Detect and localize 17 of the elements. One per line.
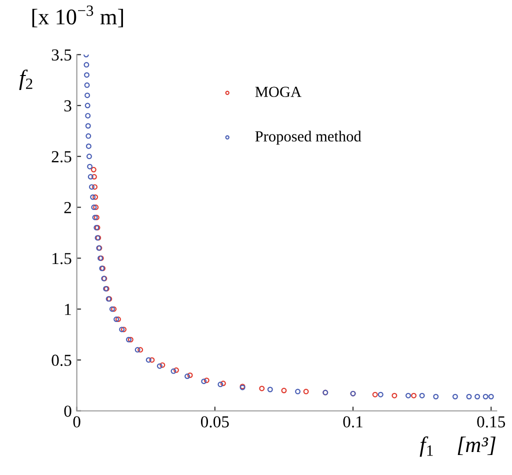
legend-label: Proposed method bbox=[255, 130, 362, 145]
y-axis-title: f$_{2}$ bbox=[19, 70, 32, 90]
x-tick-label: 0.1 bbox=[343, 416, 362, 428]
y-tick-label: 1.5 bbox=[52, 252, 72, 264]
y-tick-label: 0 bbox=[64, 406, 72, 417]
y-tick-label: 2.5 bbox=[52, 151, 72, 162]
y-tick-label: 2 bbox=[64, 202, 72, 214]
text: [x 10$^{−3}$ m] bbox=[32, 6, 123, 28]
text: f$_{1}$ [m³] bbox=[420, 436, 496, 457]
y-tick-label: 3 bbox=[64, 100, 72, 112]
legend-label: MOGA bbox=[255, 86, 302, 98]
x-tick-label: 0.15 bbox=[477, 416, 506, 428]
y-tick-label: 3.5 bbox=[52, 49, 72, 61]
y-tick-label: 1 bbox=[65, 304, 71, 315]
x-tick-label: 0.05 bbox=[200, 416, 229, 428]
y-tick-label: 0.5 bbox=[52, 354, 72, 366]
x-tick-label: 0 bbox=[73, 416, 80, 428]
